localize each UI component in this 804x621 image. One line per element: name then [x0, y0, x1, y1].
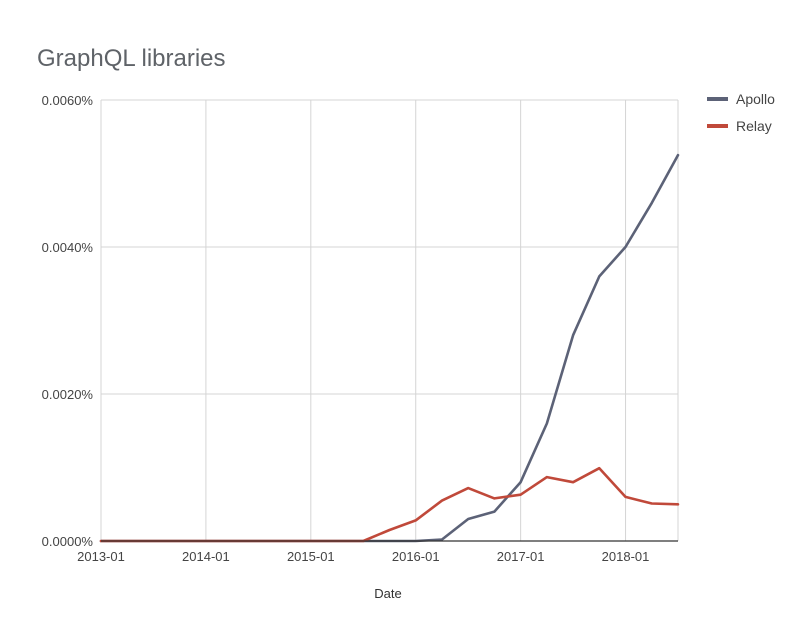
x-tick-label: 2016-01 [392, 549, 440, 564]
legend-label-apollo: Apollo [736, 91, 775, 107]
x-gridlines [100, 100, 679, 541]
x-tick-label: 2017-01 [497, 549, 545, 564]
series-line-relay [99, 466, 680, 543]
x-tick-label: 2015-01 [287, 549, 335, 564]
x-tick-label: 2013-01 [77, 549, 125, 564]
y-tick-label: 0.0060% [42, 93, 94, 108]
y-tick-labels: 0.0000% 0.0020% 0.0040% 0.0060% [42, 93, 94, 549]
x-tick-labels: 2013-01 2014-01 2015-01 2016-01 2017-01 2018-… [77, 549, 649, 564]
y-tick-label: 0.0000% [42, 534, 94, 549]
legend: Apollo Relay [707, 91, 775, 134]
legend-label-relay: Relay [736, 118, 772, 134]
x-tick-label: 2018-01 [602, 549, 650, 564]
y-gridlines [101, 99, 678, 542]
y-tick-label: 0.0020% [42, 387, 94, 402]
x-tick-label: 2014-01 [182, 549, 230, 564]
x-axis-label: Date [374, 586, 401, 601]
chart-title: GraphQL libraries [37, 45, 226, 72]
y-tick-label: 0.0040% [42, 240, 94, 255]
series-line-apollo [99, 153, 680, 543]
series-lines [99, 153, 680, 543]
